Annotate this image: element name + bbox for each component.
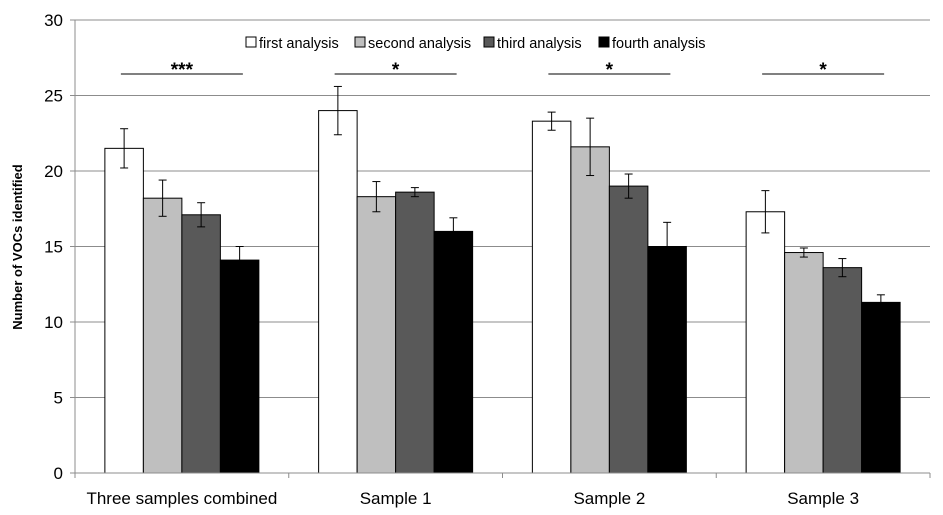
x-tick-label: Sample 1 (360, 489, 432, 508)
significance-label: *** (171, 60, 194, 81)
legend-label: third analysis (497, 36, 582, 52)
bar (318, 110, 358, 474)
bar (861, 301, 901, 474)
bar (647, 246, 687, 474)
significance-label: * (819, 60, 827, 81)
legend-swatch (483, 36, 495, 48)
y-tick-label: 15 (44, 238, 63, 257)
significance-label: * (392, 60, 400, 81)
y-axis-label: Number of VOCs identified (10, 164, 25, 329)
bar (356, 196, 397, 474)
y-tick-label: 10 (44, 313, 63, 332)
legend-label: first analysis (259, 36, 339, 52)
legend-label: second analysis (368, 36, 471, 52)
legend-swatch (598, 36, 610, 48)
bars (104, 110, 901, 474)
y-tick-label: 30 (44, 11, 63, 30)
bar (142, 197, 183, 474)
bar (395, 191, 435, 474)
significance-markers: *** * * * (120, 60, 885, 81)
bar (745, 211, 786, 474)
significance-label: * (606, 60, 614, 81)
error-bars (120, 85, 885, 311)
bar (822, 267, 863, 474)
x-tick-label: Three samples combined (86, 489, 277, 508)
y-tick-label: 5 (54, 389, 63, 408)
x-tick-label: Sample 2 (573, 489, 645, 508)
legend-label: fourth analysis (612, 36, 706, 52)
legend-swatch (245, 36, 257, 48)
bar (784, 252, 824, 474)
bar (531, 120, 572, 474)
bar (608, 185, 649, 474)
legend: first analysis second analysis third analy… (245, 36, 706, 52)
y-axis-ticks: 0 5 10 15 20 25 30 (44, 11, 75, 483)
y-tick-label: 20 (44, 162, 63, 181)
bar (104, 147, 144, 474)
bar (181, 214, 221, 474)
y-tick-label: 25 (44, 87, 63, 106)
x-tick-label: Sample 3 (787, 489, 859, 508)
legend-swatch (354, 36, 366, 48)
y-tick-label: 0 (54, 464, 63, 483)
bar (219, 259, 260, 474)
x-axis-ticks: Three samples combined Sample 1 Sample 2 Sa… (74, 473, 931, 508)
bar (570, 146, 610, 474)
bar (433, 230, 474, 474)
